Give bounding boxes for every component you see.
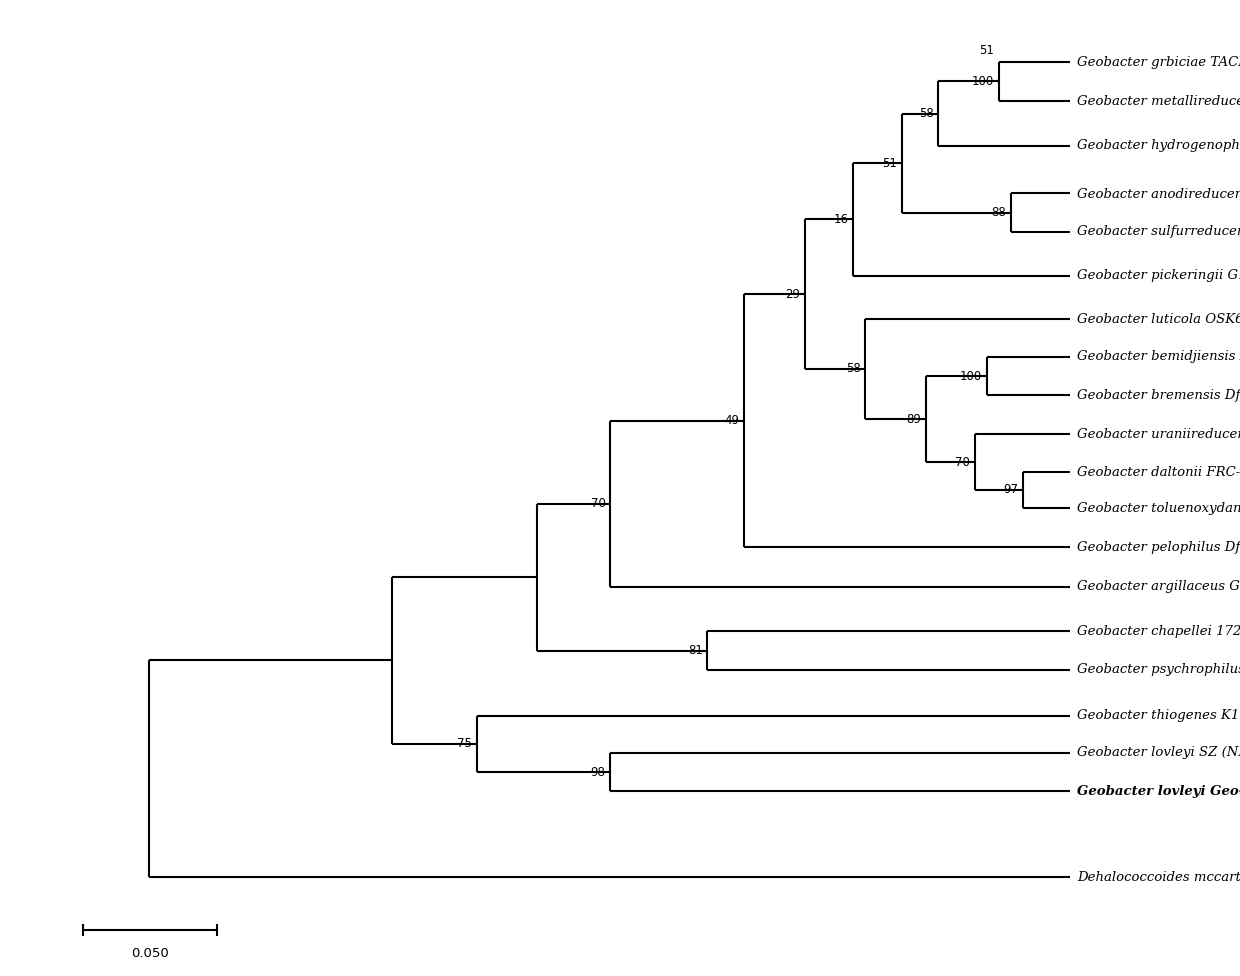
- Text: Geobacter uraniireducens Rf4 (NR_074940.1): Geobacter uraniireducens Rf4 (NR_074940.…: [1076, 427, 1240, 441]
- Text: Geobacter bemidjiensis Bem (NR_075007.1): Geobacter bemidjiensis Bem (NR_075007.1): [1076, 350, 1240, 363]
- Text: 16: 16: [833, 213, 848, 225]
- Text: Geobacter pelophilus Dfr2 (NR_026077.1): Geobacter pelophilus Dfr2 (NR_026077.1): [1076, 541, 1240, 553]
- Text: Geobacter sulfurreducens PCA (NR_075009.1): Geobacter sulfurreducens PCA (NR_075009.…: [1076, 225, 1240, 238]
- Text: 51: 51: [980, 44, 994, 58]
- Text: Geobacter anodireducens SD-1 (NR_126282.1): Geobacter anodireducens SD-1 (NR_126282.…: [1076, 187, 1240, 200]
- Text: 51: 51: [882, 156, 897, 170]
- Text: 0.050: 0.050: [131, 947, 169, 960]
- Text: 100: 100: [960, 370, 982, 383]
- Text: 49: 49: [724, 414, 739, 427]
- Text: 81: 81: [688, 644, 703, 657]
- Text: 89: 89: [906, 413, 921, 426]
- Text: 58: 58: [919, 107, 934, 120]
- Text: Geobacter daltonii FRC-32 (NR_116402.1): Geobacter daltonii FRC-32 (NR_116402.1): [1076, 466, 1240, 478]
- Text: Geobacter metallireducens GS-15 (NR_075011.1): Geobacter metallireducens GS-15 (NR_0750…: [1076, 94, 1240, 107]
- Text: Geobacter pickeringii G13 (NR_043576.1): Geobacter pickeringii G13 (NR_043576.1): [1076, 269, 1240, 282]
- Text: Geobacter lovleyi SZ (NR_074979.1): Geobacter lovleyi SZ (NR_074979.1): [1076, 747, 1240, 759]
- Text: 88: 88: [992, 206, 1007, 219]
- Text: 70: 70: [955, 456, 970, 468]
- Text: Geobacter toluenoxydans TMJ1 (NR_116428.1): Geobacter toluenoxydans TMJ1 (NR_116428.…: [1076, 502, 1240, 514]
- Text: Geobacter hydrogenophilus H2 (NR_025974.1): Geobacter hydrogenophilus H2 (NR_025974.…: [1076, 140, 1240, 152]
- Text: 70: 70: [590, 497, 605, 510]
- Text: Geobacter thiogenes K1 (NR_028775.1): Geobacter thiogenes K1 (NR_028775.1): [1076, 710, 1240, 722]
- Text: Geobacter bremensis Dfr1 (NR_026076.1): Geobacter bremensis Dfr1 (NR_026076.1): [1076, 388, 1240, 402]
- Text: Geobacter grbiciae TACP-2 (NR_104561.1): Geobacter grbiciae TACP-2 (NR_104561.1): [1076, 56, 1240, 69]
- Text: 100: 100: [972, 75, 994, 88]
- Text: Geobacter luticola OSK6 (NR_114303.1): Geobacter luticola OSK6 (NR_114303.1): [1076, 312, 1240, 325]
- Text: Geobacter lovleyi Geo-LYY (MK850090.1) ●: Geobacter lovleyi Geo-LYY (MK850090.1) ●: [1076, 785, 1240, 797]
- Text: Geobacter chapellei 172 (NR_025982.1): Geobacter chapellei 172 (NR_025982.1): [1076, 625, 1240, 638]
- Text: Geobacter psychrophilus P35 (NR_043075.1): Geobacter psychrophilus P35 (NR_043075.1…: [1076, 664, 1240, 676]
- Text: 75: 75: [456, 737, 471, 751]
- Text: Dehalococcoides mccartyiCG1 (CP006949.1): Dehalococcoides mccartyiCG1 (CP006949.1): [1076, 871, 1240, 884]
- Text: 97: 97: [1003, 483, 1018, 497]
- Text: Geobacter argillaceus G12 (NR_043575.1): Geobacter argillaceus G12 (NR_043575.1): [1076, 580, 1240, 593]
- Text: 29: 29: [785, 288, 800, 301]
- Text: 98: 98: [590, 765, 605, 779]
- Text: 58: 58: [846, 362, 861, 376]
